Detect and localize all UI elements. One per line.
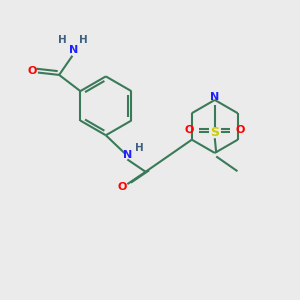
Text: H: H [58, 35, 67, 46]
Text: S: S [210, 126, 219, 139]
Text: N: N [123, 150, 132, 160]
Text: O: O [236, 125, 245, 135]
Text: N: N [210, 92, 219, 102]
Text: H: H [135, 143, 143, 153]
Text: H: H [79, 35, 88, 46]
Text: O: O [184, 125, 194, 135]
Text: N: N [69, 46, 78, 56]
Text: O: O [28, 66, 37, 76]
Text: O: O [117, 182, 127, 192]
